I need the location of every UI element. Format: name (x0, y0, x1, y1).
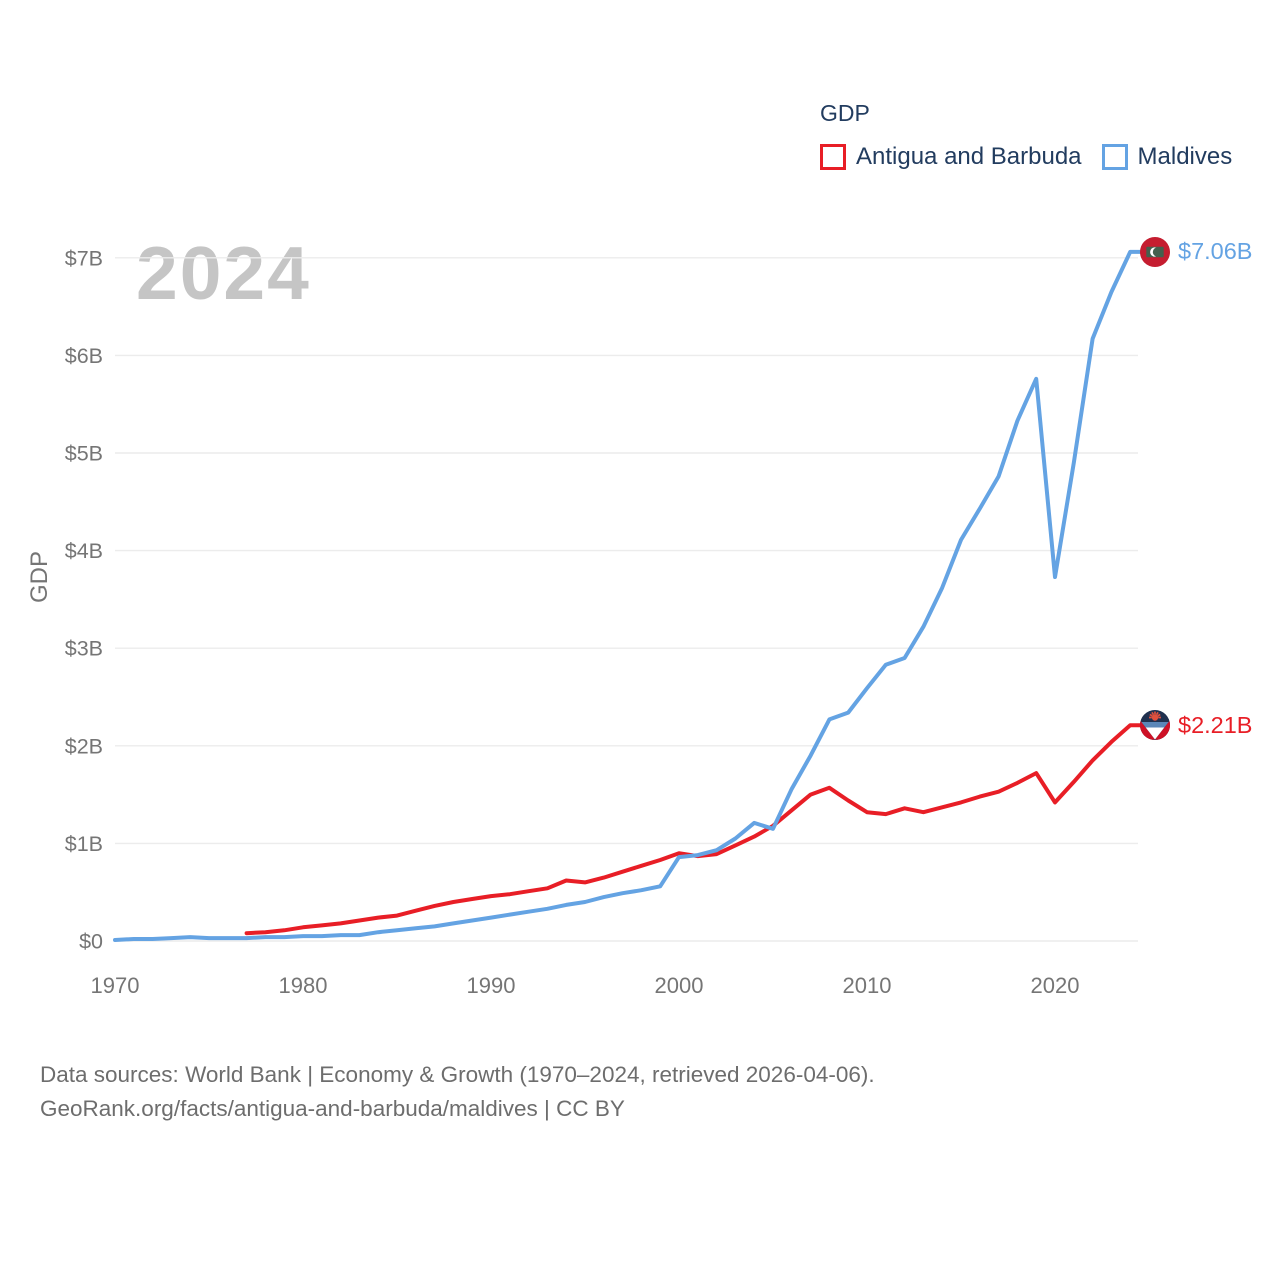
antigua-end-value-label: $2.21B (1178, 711, 1253, 738)
y-tick-label: $6B (65, 344, 103, 368)
legend-items: Antigua and Barbuda Maldives (820, 143, 1232, 171)
x-tick-label: 1990 (467, 973, 516, 998)
year-watermark: 2024 (136, 231, 311, 315)
x-tick-label: 2000 (655, 973, 704, 998)
y-tick-label: $0 (79, 930, 103, 954)
maldives-end-marker-group: $7.06B (1140, 236, 1253, 267)
maldives-flag-icon (1140, 236, 1170, 267)
y-tick-label: $5B (65, 442, 103, 466)
x-tick-label: 2020 (1031, 973, 1080, 998)
y-tick-label: $4B (65, 539, 103, 563)
antigua-end-marker-group: $2.21B (1140, 710, 1253, 741)
data-sources-line1: Data sources: World Bank | Economy & Gro… (40, 1062, 875, 1087)
data-sources: Data sources: World Bank | Economy & Gro… (40, 1058, 875, 1126)
x-tick-label: 1970 (91, 973, 140, 998)
legend-item-label: Antigua and Barbuda (856, 143, 1082, 170)
legend-item-antigua-and-barbuda[interactable]: Antigua and Barbuda (820, 143, 1082, 171)
y-tick-label: $1B (65, 832, 103, 856)
maldives-series-swatch-icon (1101, 144, 1128, 170)
legend-item-label: Maldives (1137, 143, 1233, 170)
y-tick-label: $7B (65, 246, 103, 270)
legend-title: GDP (820, 100, 870, 126)
line-maldives (113, 249, 1152, 942)
x-tick-label: 1980 (279, 973, 328, 998)
x-tick-label: 2010 (843, 973, 892, 998)
data-sources-line2: GeoRank.org/facts/antigua-and-barbuda/ma… (40, 1096, 625, 1121)
maldives-end-value-label: $7.06B (1178, 238, 1253, 265)
y-tick-label: $2B (65, 734, 103, 758)
legend-item-maldives[interactable]: Maldives (1101, 143, 1233, 171)
antigua-series-swatch-icon (820, 144, 846, 170)
y-tick-label: $3B (65, 637, 103, 661)
antigua-and-barbuda-flag-icon (1140, 710, 1170, 741)
legend: GDP Antigua and Barbuda Maldives (820, 100, 1232, 171)
line-antigua-and-barbuda (244, 723, 1152, 936)
